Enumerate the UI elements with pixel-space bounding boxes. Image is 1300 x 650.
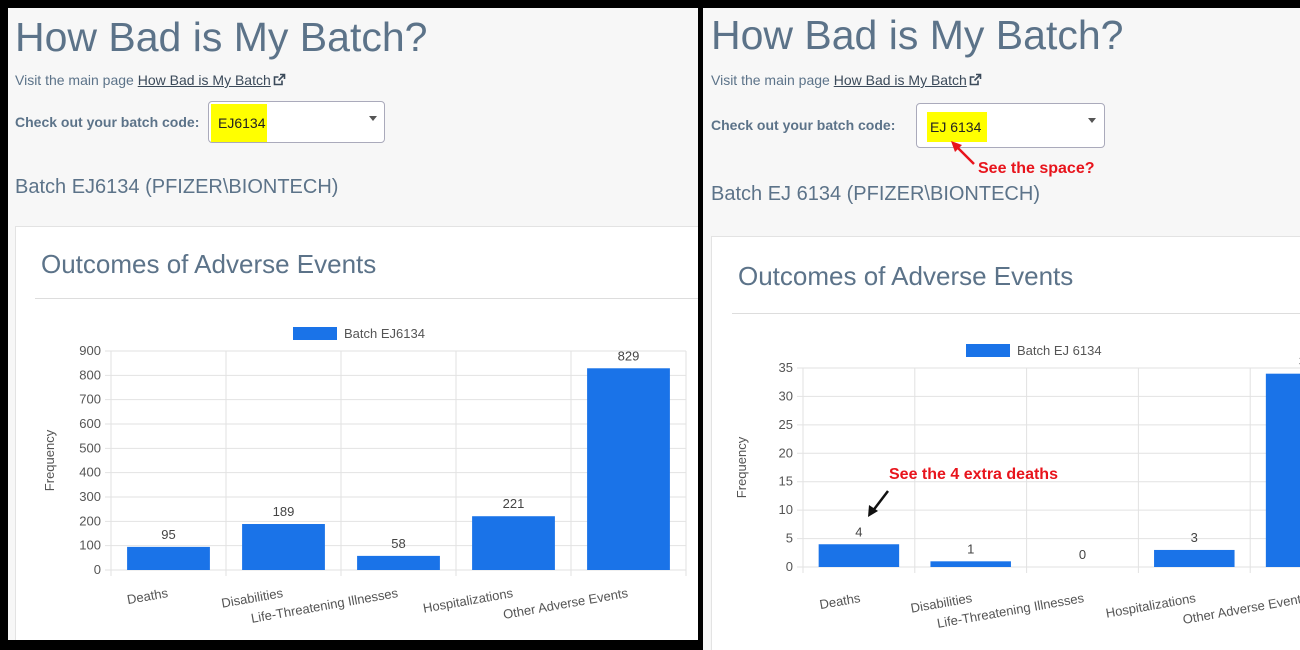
x-tick-label: Deaths <box>818 590 862 612</box>
legend-swatch <box>293 327 337 340</box>
y-tick-label: 15 <box>779 474 793 489</box>
main-page-link-text: How Bad is My Batch <box>137 72 271 88</box>
bar <box>818 544 900 567</box>
visit-prefix: Visit the main page <box>711 72 830 88</box>
y-tick-label: 800 <box>79 367 101 382</box>
bar <box>127 546 210 570</box>
batch-code-value: EJ 6134 <box>928 119 984 135</box>
bar <box>587 368 670 570</box>
data-label: 829 <box>618 348 640 363</box>
annotation-space: See the space? <box>978 160 1095 177</box>
y-tick-label: 500 <box>79 440 101 455</box>
data-label: 1 <box>967 541 974 556</box>
chevron-down-icon <box>369 116 377 121</box>
y-tick-label: 400 <box>79 465 101 480</box>
batch-code-select[interactable]: EJ6134 <box>208 101 385 143</box>
outcomes-card: Outcomes of Adverse Events Batch EJ 6134… <box>711 236 1300 650</box>
legend-swatch <box>966 344 1010 357</box>
bar <box>1265 373 1300 567</box>
y-tick-label: 5 <box>786 531 793 546</box>
data-label: 95 <box>161 527 175 542</box>
batch-code-select[interactable]: EJ 6134 <box>916 103 1105 148</box>
card-title: Outcomes of Adverse Events <box>41 249 377 279</box>
bar <box>1154 549 1235 567</box>
y-tick-label: 900 <box>79 343 101 358</box>
x-tick-label: Hospitalizations <box>422 585 515 616</box>
data-label: 0 <box>1079 547 1086 562</box>
y-tick-label: 10 <box>779 502 793 517</box>
visit-line: Visit the main page How Bad is My Batch <box>15 72 286 88</box>
batch-heading: Batch EJ 6134 (PFIZER\BIONTECH) <box>711 183 1040 205</box>
data-label: 34 <box>1299 354 1300 369</box>
left-screenshot-panel: How Bad is My Batch? Visit the main page… <box>8 8 698 640</box>
y-tick-label: 600 <box>79 416 101 431</box>
bar <box>357 555 440 570</box>
bar-chart: Batch EJ6134 0 100 200 300 400 500 600 700 800 900… <box>42 326 687 626</box>
y-tick-label: 35 <box>779 360 793 375</box>
main-page-link[interactable]: How Bad is My Batch <box>138 72 286 88</box>
y-tick-label: 20 <box>779 445 793 460</box>
legend-label: Batch EJ6134 <box>344 326 425 341</box>
right-screenshot-panel: How Bad is My Batch? Visit the main page… <box>703 8 1300 650</box>
data-label: 221 <box>503 496 525 511</box>
y-axis-label: Frequency <box>42 429 57 491</box>
data-label: 189 <box>273 504 295 519</box>
main-page-link[interactable]: How Bad is My Batch <box>834 72 982 88</box>
bar-chart: Batch EJ 613405101520253035Frequency4Dea… <box>734 343 1300 631</box>
batch-code-label: Check out your batch code: <box>711 117 896 133</box>
bar <box>242 524 325 570</box>
y-tick-label: 300 <box>79 489 101 504</box>
bar <box>930 561 1011 567</box>
legend-label: Batch EJ 6134 <box>1017 343 1102 358</box>
data-label: 58 <box>391 536 405 551</box>
card-title: Outcomes of Adverse Events <box>738 261 1074 291</box>
y-axis-label: Frequency <box>734 436 749 498</box>
bar <box>472 516 555 570</box>
batch-heading: Batch EJ6134 (PFIZER\BIONTECH) <box>15 176 339 198</box>
y-tick-label: 30 <box>779 388 793 403</box>
x-tick-label: Deaths <box>126 585 170 607</box>
x-tick-label: Other Adverse Events <box>1181 590 1300 627</box>
y-tick-label: 100 <box>79 538 101 553</box>
card-divider <box>35 298 698 299</box>
batch-code-value: EJ6134 <box>216 115 268 131</box>
y-tick-label: 700 <box>79 392 101 407</box>
data-label: 3 <box>1191 530 1198 545</box>
y-tick-label: 200 <box>79 513 101 528</box>
external-link-icon <box>273 73 286 86</box>
page-title: How Bad is My Batch? <box>15 14 428 60</box>
page-title: How Bad is My Batch? <box>711 12 1124 58</box>
card-divider <box>732 313 1300 314</box>
batch-code-label: Check out your batch code: <box>15 114 200 130</box>
outcomes-card: Outcomes of Adverse Events Batch EJ6134 0… <box>15 226 698 640</box>
y-tick-label: 25 <box>779 417 793 432</box>
external-link-icon <box>969 73 982 86</box>
data-label: 4 <box>855 524 862 539</box>
visit-line: Visit the main page How Bad is My Batch <box>711 72 982 88</box>
arrow-annotation-icon <box>951 141 975 165</box>
main-page-link-text: How Bad is My Batch <box>833 72 967 88</box>
visit-prefix: Visit the main page <box>15 72 134 88</box>
y-tick-label: 0 <box>786 559 793 574</box>
annotation-deaths: See the 4 extra deaths <box>889 466 1058 483</box>
chevron-down-icon <box>1088 118 1096 123</box>
x-tick-label: Other Adverse Events <box>502 585 630 622</box>
arrow-annotation-icon <box>868 490 889 517</box>
y-tick-label: 0 <box>94 562 101 577</box>
